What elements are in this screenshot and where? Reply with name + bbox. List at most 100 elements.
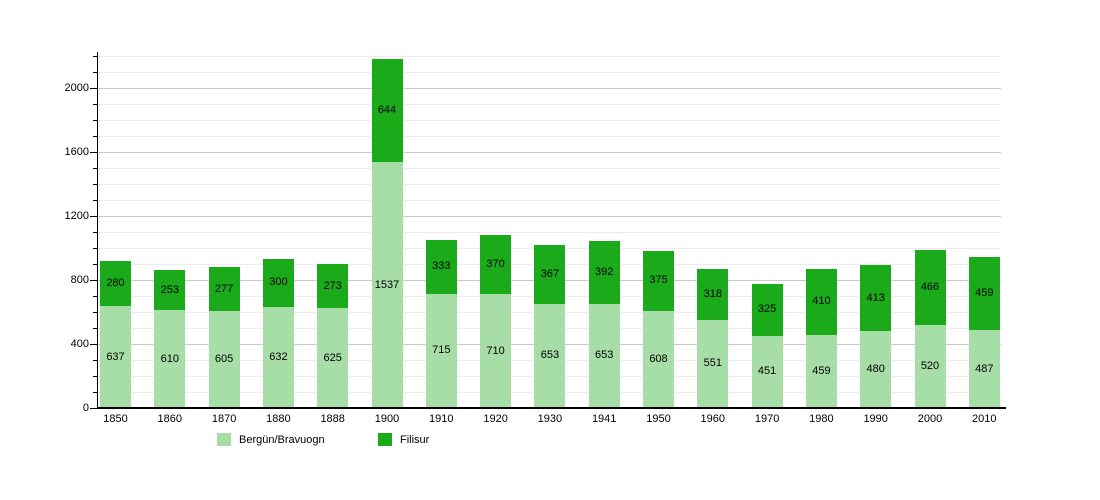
x-axis-label: 1860	[157, 413, 183, 425]
bar-segment-bergun-bravuogn	[805, 334, 837, 408]
bar-value-label: 318	[703, 287, 722, 300]
bar-segment-bergun-bravuogn	[914, 324, 946, 408]
bar-value-label: 637	[106, 350, 125, 363]
x-axis-label: 2010	[972, 413, 997, 425]
bar-value-label: 459	[812, 364, 831, 377]
bar-value-label: 653	[595, 349, 614, 362]
gridline-minor	[98, 184, 1001, 185]
bar-value-label: 375	[649, 274, 668, 287]
bar-value-label: 367	[540, 267, 560, 280]
y-axis-tick	[93, 72, 97, 73]
bar-value-label: 333	[432, 260, 451, 273]
gridline-minor	[98, 168, 1001, 169]
bar-segment-bergun-bravuogn	[751, 335, 783, 408]
bar-value-label: 480	[866, 363, 885, 376]
bar-segment-filisur	[154, 269, 186, 311]
bar-value-label: 413	[866, 291, 885, 304]
legend-label-bergun-bravuogn: Bergün/Bravuogn	[239, 434, 325, 446]
y-axis-tick	[93, 296, 97, 297]
x-axis-line	[97, 407, 1006, 409]
y-axis-tick	[90, 88, 97, 89]
y-axis-tick	[93, 328, 97, 329]
bar-segment-bergun-bravuogn	[968, 330, 1000, 408]
bar-value-label: 710	[486, 344, 505, 357]
y-axis-tick	[93, 360, 97, 361]
gridline-major	[98, 216, 1001, 217]
y-axis-tick	[93, 248, 97, 249]
bar-segment-filisur	[208, 266, 240, 312]
x-axis-label: 1910	[429, 413, 454, 425]
gridline-minor	[98, 104, 1001, 105]
x-axis-label: 1960	[700, 413, 726, 425]
y-axis-tick	[93, 392, 97, 393]
bar-segment-filisur	[751, 283, 783, 336]
y-axis-tick	[93, 104, 97, 105]
bar-segment-filisur	[805, 268, 837, 335]
gridline-minor	[98, 136, 1001, 137]
bar-segment-filisur	[534, 244, 566, 304]
y-axis-label: 800	[70, 274, 89, 286]
y-axis-tick	[93, 376, 97, 377]
x-axis-label: 1900	[374, 413, 400, 425]
bar-segment-filisur	[425, 240, 457, 294]
bar-segment-filisur	[588, 240, 620, 304]
bar-segment-bergun-bravuogn	[643, 310, 674, 408]
y-axis-label: 2000	[64, 82, 89, 94]
bar-value-label: 551	[703, 357, 722, 370]
bar-segment-filisur	[371, 59, 403, 163]
gridline-minor	[98, 232, 1001, 233]
y-axis-tick	[93, 168, 97, 169]
bar-segment-bergun-bravuogn	[697, 319, 729, 408]
bar-value-label: 632	[269, 350, 288, 363]
bar-value-label: 605	[214, 353, 234, 366]
legend-swatch-filisur	[378, 433, 392, 446]
y-axis-label: 400	[70, 338, 89, 350]
bar-value-label: 325	[757, 303, 777, 316]
bar-segment-bergun-bravuogn	[208, 311, 240, 408]
x-axis-label: 1980	[809, 413, 834, 425]
bar-value-label: 273	[323, 279, 342, 292]
bar-segment-bergun-bravuogn	[262, 306, 294, 408]
y-axis-tick	[93, 136, 97, 137]
x-axis-label: 1970	[754, 413, 780, 425]
bar-value-label: 459	[975, 286, 994, 299]
x-axis-label: 1950	[646, 413, 671, 425]
chart-legend: Bergün/Bravuogn Filisur	[0, 433, 1100, 449]
bar-segment-filisur	[317, 264, 349, 308]
x-axis-label: 2000	[917, 413, 943, 425]
bar-segment-filisur	[968, 256, 1000, 331]
y-axis-tick	[93, 312, 97, 313]
bar-value-label: 653	[540, 349, 560, 362]
bar-value-label: 410	[812, 295, 831, 308]
bar-segment-bergun-bravuogn	[154, 310, 186, 408]
x-axis-label: 1990	[863, 413, 888, 425]
bar-value-label: 1537	[374, 278, 400, 291]
bar-value-label: 300	[269, 276, 288, 289]
gridline-minor	[98, 120, 1001, 121]
bar-segment-bergun-bravuogn	[317, 308, 349, 408]
bar-value-label: 625	[323, 351, 342, 364]
x-axis-label: 1930	[537, 413, 563, 425]
bar-segment-bergun-bravuogn	[425, 293, 457, 408]
bar-value-label: 608	[649, 352, 668, 365]
y-axis-tick	[93, 120, 97, 121]
y-axis-label: 1200	[64, 210, 89, 222]
x-axis-label: 1870	[211, 413, 237, 425]
y-axis-tick	[93, 56, 97, 57]
y-axis-tick	[90, 408, 97, 409]
bar-value-label: 487	[975, 362, 994, 375]
y-axis-tick	[93, 184, 97, 185]
bar-segment-filisur	[643, 250, 674, 311]
bar-segment-filisur	[100, 261, 131, 307]
gridline-minor	[98, 56, 1001, 57]
bar-segment-bergun-bravuogn	[100, 306, 131, 408]
bar-value-label: 610	[160, 352, 179, 365]
bar-segment-filisur	[480, 235, 512, 295]
gridline-minor	[98, 200, 1001, 201]
x-axis-label: 1880	[266, 413, 291, 425]
bar-segment-bergun-bravuogn	[534, 303, 566, 408]
bar-segment-bergun-bravuogn	[371, 162, 403, 408]
y-axis-label: 0	[82, 402, 89, 414]
